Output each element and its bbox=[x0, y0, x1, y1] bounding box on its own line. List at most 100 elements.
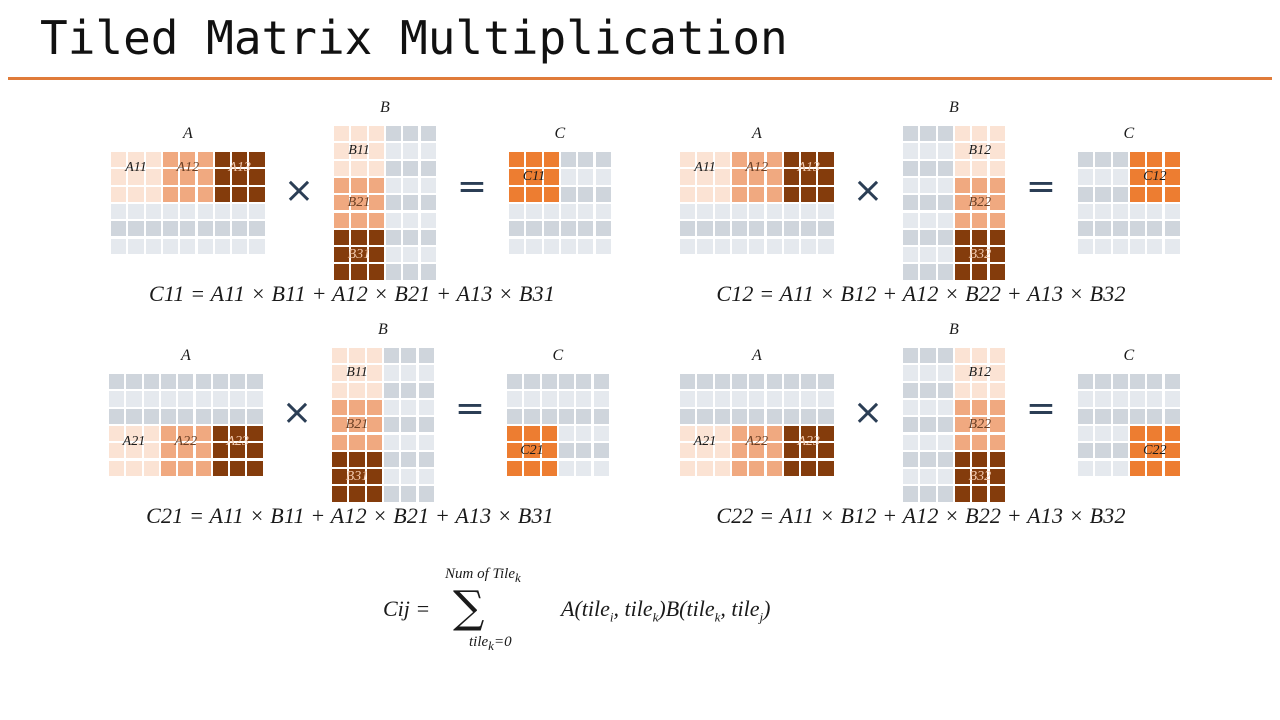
matrix-cell bbox=[231, 185, 249, 203]
sigma-symbol: ∑ bbox=[453, 582, 485, 633]
matrix-cell bbox=[1146, 237, 1164, 255]
matrix-cell bbox=[213, 185, 232, 203]
matrix-cell bbox=[1111, 424, 1129, 443]
matrix-cell bbox=[902, 416, 920, 434]
matrix-cell bbox=[559, 220, 578, 238]
matrix-cell bbox=[988, 142, 1006, 160]
matrix-cell bbox=[246, 407, 264, 425]
matrix-cell bbox=[696, 220, 714, 238]
matrix-cell bbox=[1163, 185, 1181, 203]
matrix-cell bbox=[400, 485, 418, 503]
matrix-cell bbox=[213, 168, 232, 186]
matrix-cell bbox=[919, 485, 937, 503]
matrix-cell bbox=[936, 364, 954, 382]
matrix-cell bbox=[1094, 424, 1112, 443]
matrix-cell bbox=[1146, 220, 1164, 238]
matrix-cell bbox=[936, 485, 954, 503]
matrix-cell bbox=[575, 442, 593, 460]
matrix-cell bbox=[1077, 168, 1095, 186]
matrix-cell bbox=[919, 381, 937, 399]
matrix-cell bbox=[1111, 220, 1129, 238]
matrix-cell bbox=[577, 202, 595, 221]
matrix-cell bbox=[211, 424, 230, 443]
matrix-cell bbox=[402, 176, 420, 195]
matrix-cell bbox=[542, 220, 560, 238]
matrix-cell bbox=[936, 125, 954, 143]
matrix-cell bbox=[936, 433, 954, 451]
matrix-cell bbox=[696, 237, 714, 255]
matrix-cell bbox=[817, 407, 835, 425]
matrix-cell bbox=[730, 459, 749, 477]
matrix-cell bbox=[696, 442, 714, 460]
matrix-cell bbox=[1111, 151, 1129, 169]
matrix-cell bbox=[800, 442, 818, 460]
tile-equation-c11: C11 = A11 × B11 + A12 × B21 + A13 × B31 bbox=[148, 281, 556, 306]
matrix-cell bbox=[1077, 390, 1095, 408]
matrix-cell bbox=[953, 416, 972, 434]
matrix-cell bbox=[559, 185, 578, 203]
matrix-cell bbox=[971, 433, 989, 451]
matrix-cell bbox=[523, 459, 541, 477]
matrix-cell bbox=[1163, 373, 1181, 391]
matrix-cell bbox=[730, 407, 749, 425]
matrix-cell bbox=[194, 390, 212, 408]
matrix-cell bbox=[971, 450, 989, 469]
matrix-cell bbox=[523, 424, 541, 443]
matrix-cell bbox=[333, 125, 351, 143]
matrix-cell bbox=[246, 442, 264, 460]
matrix-cell bbox=[592, 442, 610, 460]
matrix-cell bbox=[988, 347, 1006, 365]
matrix-b-c11: B11 B21 B31 bbox=[333, 125, 437, 281]
matrix-cell bbox=[159, 390, 178, 408]
matrix-cell bbox=[730, 185, 749, 203]
matrix-cell bbox=[1128, 390, 1147, 408]
matrix-cell bbox=[575, 373, 593, 391]
matrix-cell bbox=[229, 373, 247, 391]
matrix-cell bbox=[523, 373, 541, 391]
matrix-cell bbox=[1077, 373, 1095, 391]
matrix-cell bbox=[161, 202, 180, 221]
matrix-cell bbox=[765, 237, 783, 255]
matrix-cell bbox=[782, 202, 801, 221]
matrix-cell bbox=[936, 142, 954, 160]
matrix-cell bbox=[817, 459, 835, 477]
matrix-cell bbox=[902, 381, 920, 399]
matrix-cell bbox=[508, 185, 526, 203]
matrix-cell bbox=[194, 407, 212, 425]
matrix-cell bbox=[384, 194, 403, 212]
matrix-cell bbox=[248, 237, 266, 255]
matrix-cell bbox=[108, 373, 126, 391]
matrix-a-label: A bbox=[751, 347, 762, 364]
matrix-cell bbox=[1128, 202, 1147, 221]
matrix-cell bbox=[765, 168, 783, 186]
matrix-cell bbox=[110, 202, 128, 221]
matrix-cell bbox=[988, 228, 1006, 247]
tile-label: C22 bbox=[1143, 442, 1167, 458]
matrix-cell bbox=[419, 142, 437, 160]
matrix-cell bbox=[348, 468, 366, 486]
matrix-cell bbox=[988, 211, 1006, 229]
matrix-cell bbox=[417, 433, 435, 451]
matrix-a-c12: A11 A12 A13 bbox=[679, 151, 835, 255]
matrix-cell bbox=[919, 416, 937, 434]
matrix-cell bbox=[419, 125, 437, 143]
matrix-cell bbox=[177, 407, 195, 425]
matrix-a-label: A bbox=[751, 125, 762, 142]
matrix-cell bbox=[817, 237, 835, 255]
matrix-cell bbox=[142, 390, 160, 408]
matrix-cell bbox=[800, 373, 818, 391]
matrix-cell bbox=[125, 407, 143, 425]
matrix-cell bbox=[1077, 237, 1095, 255]
matrix-cell bbox=[1077, 202, 1095, 221]
matrix-cell bbox=[350, 263, 368, 281]
matrix-cell bbox=[508, 202, 526, 221]
matrix-cell bbox=[1094, 373, 1112, 391]
matrix-cell bbox=[194, 373, 212, 391]
matrix-cell bbox=[142, 424, 160, 443]
matrix-cell bbox=[1094, 442, 1112, 460]
matrix-cell bbox=[730, 390, 749, 408]
matrix-cell bbox=[248, 202, 266, 221]
matrix-cell bbox=[419, 263, 437, 281]
matrix-cell bbox=[125, 424, 143, 443]
matrix-cell bbox=[696, 459, 714, 477]
